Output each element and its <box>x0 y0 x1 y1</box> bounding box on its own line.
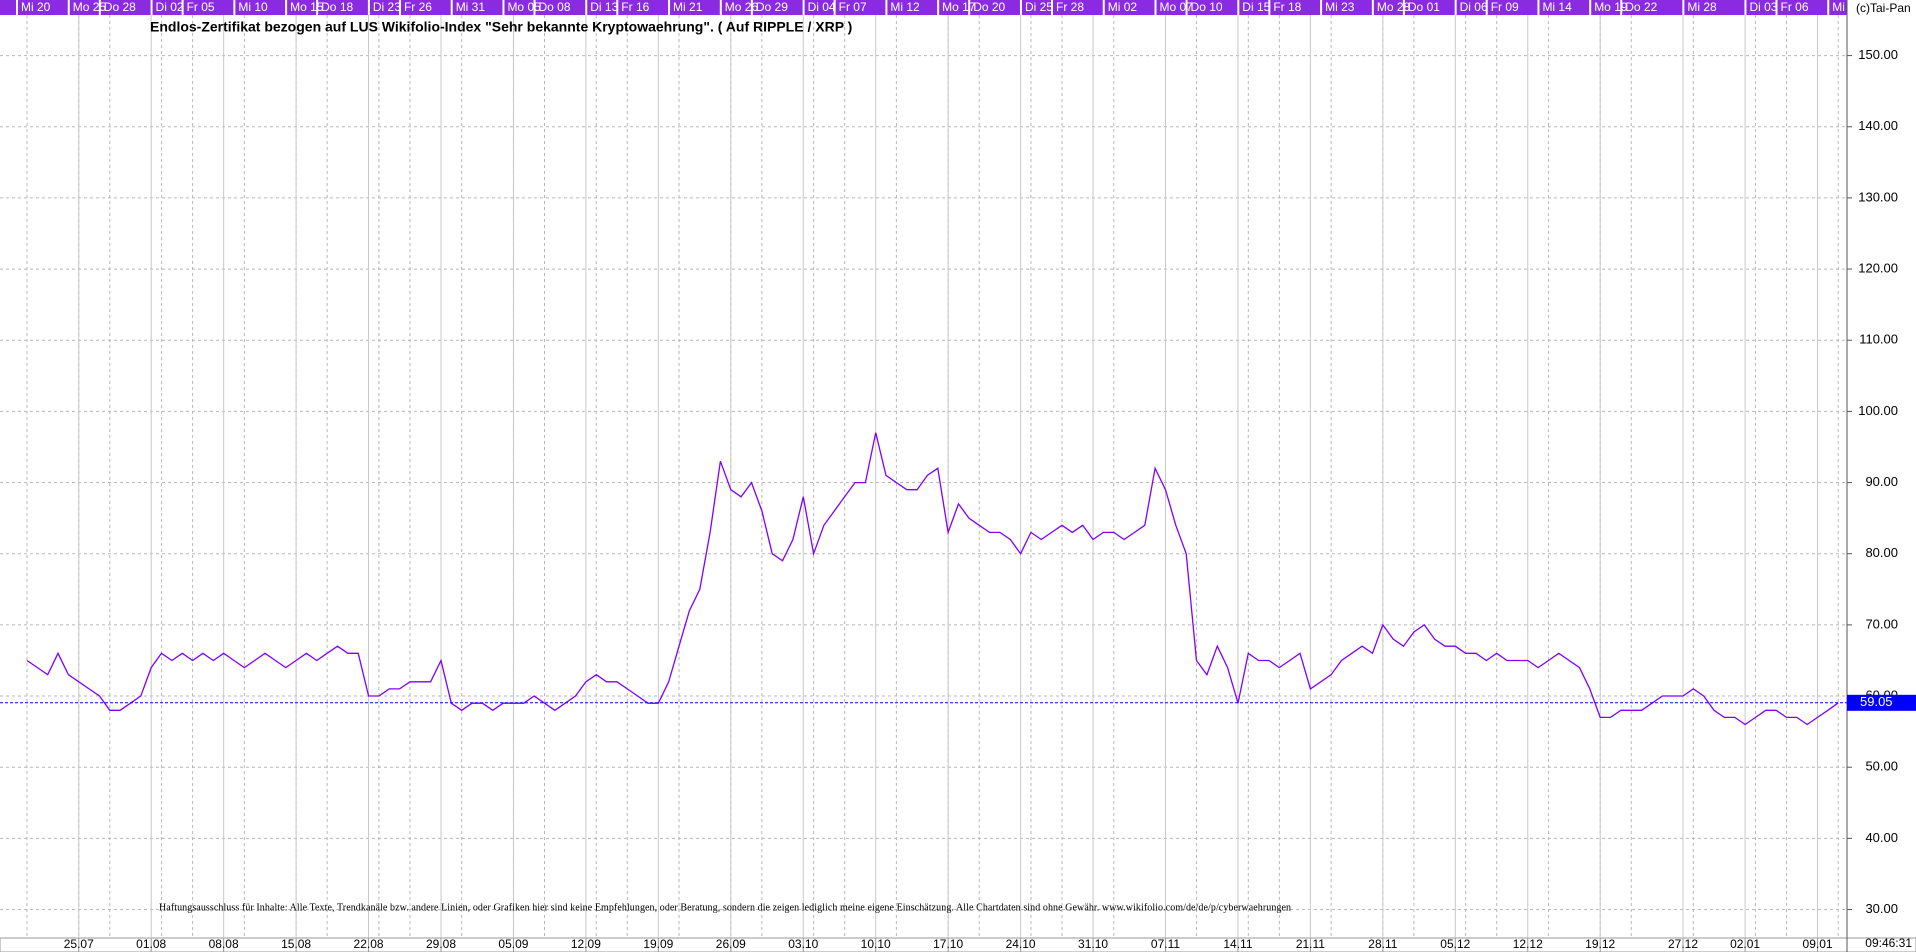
last-value-box <box>1847 694 1916 711</box>
y-tick-label: 50.00 <box>1865 759 1898 774</box>
y-tick-label: 70.00 <box>1865 616 1898 631</box>
x-tick-label: 03.10 <box>788 937 818 951</box>
top-label: Do 22 <box>1625 0 1657 14</box>
top-label: Mo 17 <box>942 0 976 14</box>
y-tick-label: 90.00 <box>1865 474 1898 489</box>
x-tick-label: 28.11 <box>1368 937 1397 951</box>
x-tick-label: 21.11 <box>1296 937 1325 951</box>
disclaimer: Haftungsausschluss für Inhalte: Alle Tex… <box>159 902 1291 913</box>
top-label: Do 28 <box>104 0 136 14</box>
bottom-strip <box>0 937 1916 952</box>
y-tick-label: 40.00 <box>1865 830 1898 845</box>
top-label: Mi 12 <box>890 0 920 14</box>
top-label: Do 10 <box>1191 0 1223 14</box>
top-label: Mi 23 <box>1325 0 1355 14</box>
top-label: Mi 20 <box>21 0 51 14</box>
top-label: Fr 06 <box>1781 0 1809 14</box>
x-tick-label: 14.11 <box>1223 937 1252 951</box>
top-label: Mo 28 <box>1377 0 1411 14</box>
top-label: Mo 26 <box>725 0 759 14</box>
chart-title: Endlos-Zertifikat bezogen auf LUS Wikifo… <box>150 19 852 35</box>
top-label: Mi 31 <box>456 0 486 14</box>
top-label: Di 06 <box>1460 0 1488 14</box>
y-tick-label: 100.00 <box>1858 403 1898 418</box>
top-label: Do 01 <box>1408 0 1440 14</box>
x-tick-label: 27.12 <box>1668 937 1698 951</box>
top-label: Mi 10 <box>238 0 268 14</box>
x-tick-label: 24.10 <box>1006 937 1036 951</box>
top-label: Di 13 <box>590 0 618 14</box>
top-label: Mo 15 <box>290 0 324 14</box>
top-strip <box>0 0 1847 15</box>
x-tick-label: 22.08 <box>354 937 384 951</box>
x-tick-label: 26.09 <box>716 937 746 951</box>
x-tick-label: 12.09 <box>571 937 601 951</box>
top-label: Fr 05 <box>187 0 215 14</box>
y-tick-label: 110.00 <box>1859 332 1898 347</box>
top-label: Do 18 <box>321 0 353 14</box>
top-label: Mi 28 <box>1687 0 1717 14</box>
top-label: Mi <box>1832 0 1845 14</box>
x-tick-label: 05.12 <box>1440 937 1470 951</box>
top-label: Mo 05 <box>507 0 541 14</box>
x-tick-label: 29.08 <box>426 937 456 951</box>
y-tick-label: 150.00 <box>1858 47 1898 62</box>
x-tick-label: 15.08 <box>281 937 311 951</box>
top-label: Di 23 <box>373 0 401 14</box>
top-label: Di 02 <box>156 0 184 14</box>
top-label: Fr 09 <box>1491 0 1519 14</box>
y-tick-label: 140.00 <box>1858 118 1898 133</box>
x-tick-label: 07.11 <box>1151 937 1180 951</box>
top-label: Di 04 <box>808 0 836 14</box>
y-tick-label: 130.00 <box>1858 189 1898 204</box>
x-tick-label: 10.10 <box>861 937 891 951</box>
copyright: (c)Tai-Pan <box>1856 1 1911 15</box>
top-label: Fr 28 <box>1056 0 1084 14</box>
y-tick-label: 120.00 <box>1858 261 1898 276</box>
top-label: Do 08 <box>539 0 571 14</box>
top-label: Mo 07 <box>1160 0 1194 14</box>
x-tick-label: 19.12 <box>1585 937 1615 951</box>
top-label: Do 20 <box>973 0 1005 14</box>
top-label: Fr 26 <box>404 0 432 14</box>
top-label: Mi 14 <box>1542 0 1572 14</box>
timestamp: 09:46:31 <box>1865 936 1912 950</box>
top-label: Mi 21 <box>673 0 703 14</box>
x-tick-label: 31.10 <box>1078 937 1108 951</box>
x-tick-label: 02.01 <box>1730 937 1760 951</box>
x-tick-label: 08.08 <box>209 937 239 951</box>
top-label: Di 15 <box>1242 0 1270 14</box>
last-value-label: 59.05 <box>1860 694 1893 709</box>
top-label: Do 29 <box>756 0 788 14</box>
price-line <box>26 432 1839 726</box>
top-label: Mi 02 <box>1108 0 1138 14</box>
x-tick-label: 09.01 <box>1803 937 1833 951</box>
y-tick-label: 30.00 <box>1865 901 1898 916</box>
x-tick-label: 01.08 <box>136 937 166 951</box>
x-tick-label: 19.09 <box>643 937 673 951</box>
x-tick-label: 12.12 <box>1513 937 1543 951</box>
y-tick-label: 80.00 <box>1865 545 1898 560</box>
top-label: Di 25 <box>1025 0 1053 14</box>
top-label: Mo 25 <box>73 0 107 14</box>
top-label: Mo 19 <box>1594 0 1628 14</box>
top-label: Fr 18 <box>1273 0 1301 14</box>
x-tick-label: 25.07 <box>64 937 94 951</box>
top-label: Di 03 <box>1749 0 1777 14</box>
x-tick-label: 05.09 <box>498 937 528 951</box>
x-tick-label: 17.10 <box>933 937 963 951</box>
top-label: Fr 07 <box>839 0 867 14</box>
top-label: Fr 16 <box>621 0 649 14</box>
